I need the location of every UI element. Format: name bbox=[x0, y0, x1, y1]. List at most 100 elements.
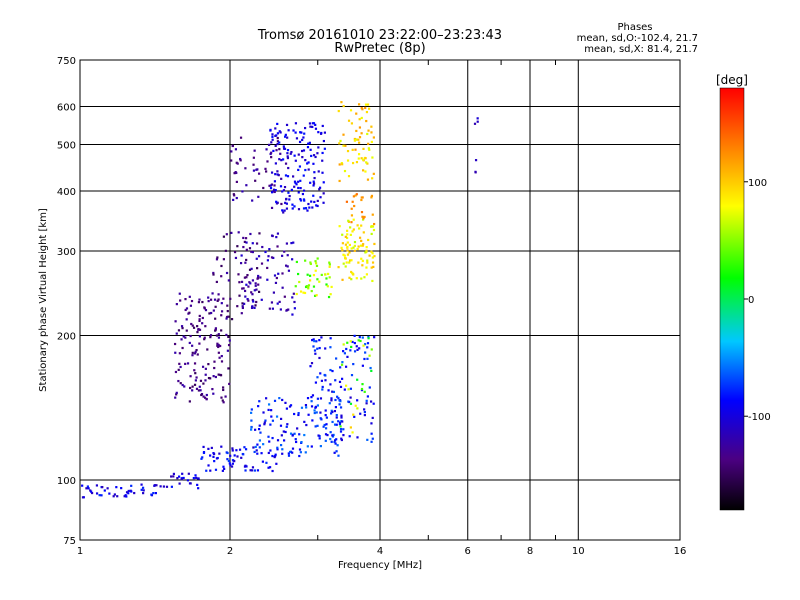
data-point bbox=[316, 424, 319, 427]
data-point bbox=[297, 180, 300, 183]
data-point bbox=[342, 343, 345, 346]
y-tick-label: 75 bbox=[63, 536, 76, 547]
data-point bbox=[282, 211, 285, 214]
data-point bbox=[213, 298, 217, 301]
data-point bbox=[304, 259, 307, 262]
data-point bbox=[351, 200, 354, 203]
data-point bbox=[186, 479, 190, 482]
data-point bbox=[349, 396, 352, 399]
data-point bbox=[342, 262, 345, 265]
data-point bbox=[312, 274, 316, 277]
data-point bbox=[252, 163, 255, 166]
data-point bbox=[218, 452, 221, 455]
data-point bbox=[260, 262, 264, 265]
data-point bbox=[220, 275, 223, 278]
data-point bbox=[256, 443, 259, 446]
data-point bbox=[256, 452, 259, 455]
data-point bbox=[221, 399, 224, 402]
data-point bbox=[242, 287, 245, 290]
data-point bbox=[279, 131, 282, 134]
data-point bbox=[240, 280, 244, 283]
data-point bbox=[361, 364, 364, 367]
data-point bbox=[256, 267, 259, 270]
data-point bbox=[179, 299, 182, 302]
data-point bbox=[366, 357, 369, 360]
data-point bbox=[371, 437, 374, 440]
data-point bbox=[370, 125, 373, 128]
data-point bbox=[292, 175, 295, 178]
data-point bbox=[355, 345, 358, 348]
data-point bbox=[337, 397, 340, 400]
data-point bbox=[316, 397, 319, 400]
data-point bbox=[364, 251, 367, 254]
data-point bbox=[372, 136, 375, 139]
data-point bbox=[283, 250, 286, 253]
data-point bbox=[340, 246, 343, 249]
data-point bbox=[125, 495, 128, 498]
data-point bbox=[235, 449, 238, 452]
data-point bbox=[284, 430, 287, 434]
data-point bbox=[198, 314, 201, 318]
data-point bbox=[367, 129, 370, 132]
data-point bbox=[330, 399, 333, 402]
data-point bbox=[280, 434, 283, 437]
data-point bbox=[177, 379, 180, 383]
data-point bbox=[172, 475, 175, 478]
data-point bbox=[217, 373, 220, 376]
data-point bbox=[120, 487, 123, 490]
data-point bbox=[275, 235, 278, 239]
data-point bbox=[352, 413, 355, 416]
data-point bbox=[190, 299, 194, 303]
data-point bbox=[352, 273, 355, 276]
data-point bbox=[243, 446, 246, 449]
data-point bbox=[270, 171, 274, 174]
data-point bbox=[188, 400, 191, 403]
data-point bbox=[292, 292, 295, 295]
data-point bbox=[210, 311, 213, 315]
data-point bbox=[253, 450, 256, 454]
data-point bbox=[336, 395, 339, 398]
data-point bbox=[285, 242, 289, 245]
data-point bbox=[341, 163, 344, 166]
data-point bbox=[215, 457, 219, 460]
data-point bbox=[291, 203, 294, 206]
data-point bbox=[197, 487, 200, 490]
data-point bbox=[339, 366, 342, 369]
data-point bbox=[242, 236, 245, 240]
data-point bbox=[189, 482, 192, 485]
data-point bbox=[349, 349, 352, 352]
data-point bbox=[306, 273, 309, 276]
data-point bbox=[360, 198, 363, 202]
data-point bbox=[269, 423, 272, 426]
data-point bbox=[250, 306, 254, 310]
data-point bbox=[254, 428, 257, 431]
data-point bbox=[205, 469, 208, 472]
data-point bbox=[353, 204, 356, 208]
data-point bbox=[252, 169, 256, 172]
data-point bbox=[356, 348, 359, 351]
data-point bbox=[299, 131, 302, 134]
data-point bbox=[474, 171, 477, 174]
data-point bbox=[198, 318, 201, 321]
data-point bbox=[201, 322, 204, 325]
data-point bbox=[255, 257, 258, 260]
data-point bbox=[195, 476, 198, 479]
data-point bbox=[233, 194, 236, 197]
data-point bbox=[291, 313, 294, 316]
data-point bbox=[260, 298, 263, 301]
data-point bbox=[220, 302, 223, 305]
data-point bbox=[276, 173, 279, 176]
data-point bbox=[361, 383, 364, 386]
data-point bbox=[249, 232, 252, 236]
data-point bbox=[257, 195, 260, 198]
data-point bbox=[251, 305, 254, 308]
data-point bbox=[274, 453, 277, 456]
data-point bbox=[305, 285, 308, 288]
data-point bbox=[278, 300, 281, 303]
data-point bbox=[349, 226, 352, 229]
data-point bbox=[231, 144, 235, 148]
data-point bbox=[304, 451, 307, 454]
data-point bbox=[276, 201, 279, 204]
data-point bbox=[266, 160, 269, 163]
data-point bbox=[287, 191, 290, 194]
